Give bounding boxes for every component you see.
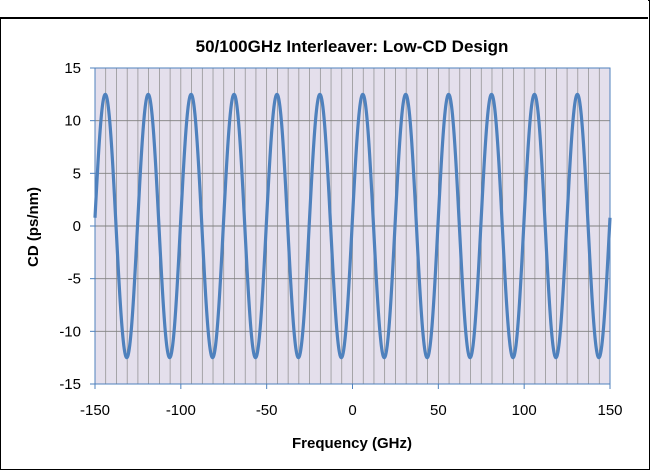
y-tick-label: 0 (73, 218, 81, 235)
x-tick-label: 50 (430, 402, 447, 419)
x-tick-label: 150 (597, 402, 622, 419)
y-tick-label: -15 (59, 376, 81, 393)
x-tick-label: -50 (256, 402, 278, 419)
chart-title: 50/100GHz Interleaver: Low-CD Design (196, 37, 509, 56)
x-tick-label: 0 (348, 402, 356, 419)
y-axis-title: CD (ps/nm) (25, 187, 42, 267)
y-tick-label: -5 (68, 271, 81, 288)
x-tick-label: -150 (80, 402, 110, 419)
series-line-1 (93, 92, 612, 360)
x-axis-ticks: -150 -100 -50 0 50 100 150 (80, 384, 623, 419)
y-axis-ticks: 15 10 5 0 -5 -10 -15 (59, 60, 95, 393)
y-tick-label: 15 (64, 60, 81, 77)
y-tick-label: 5 (73, 165, 81, 182)
series-layer (93, 92, 612, 360)
x-tick-label: -100 (166, 402, 196, 419)
y-tick-label: -10 (59, 323, 81, 340)
x-axis-title: Frequency (GHz) (292, 435, 412, 452)
y-tick-label: 10 (64, 113, 81, 130)
x-tick-label: 100 (512, 402, 537, 419)
top-border-strip (0, 0, 648, 19)
